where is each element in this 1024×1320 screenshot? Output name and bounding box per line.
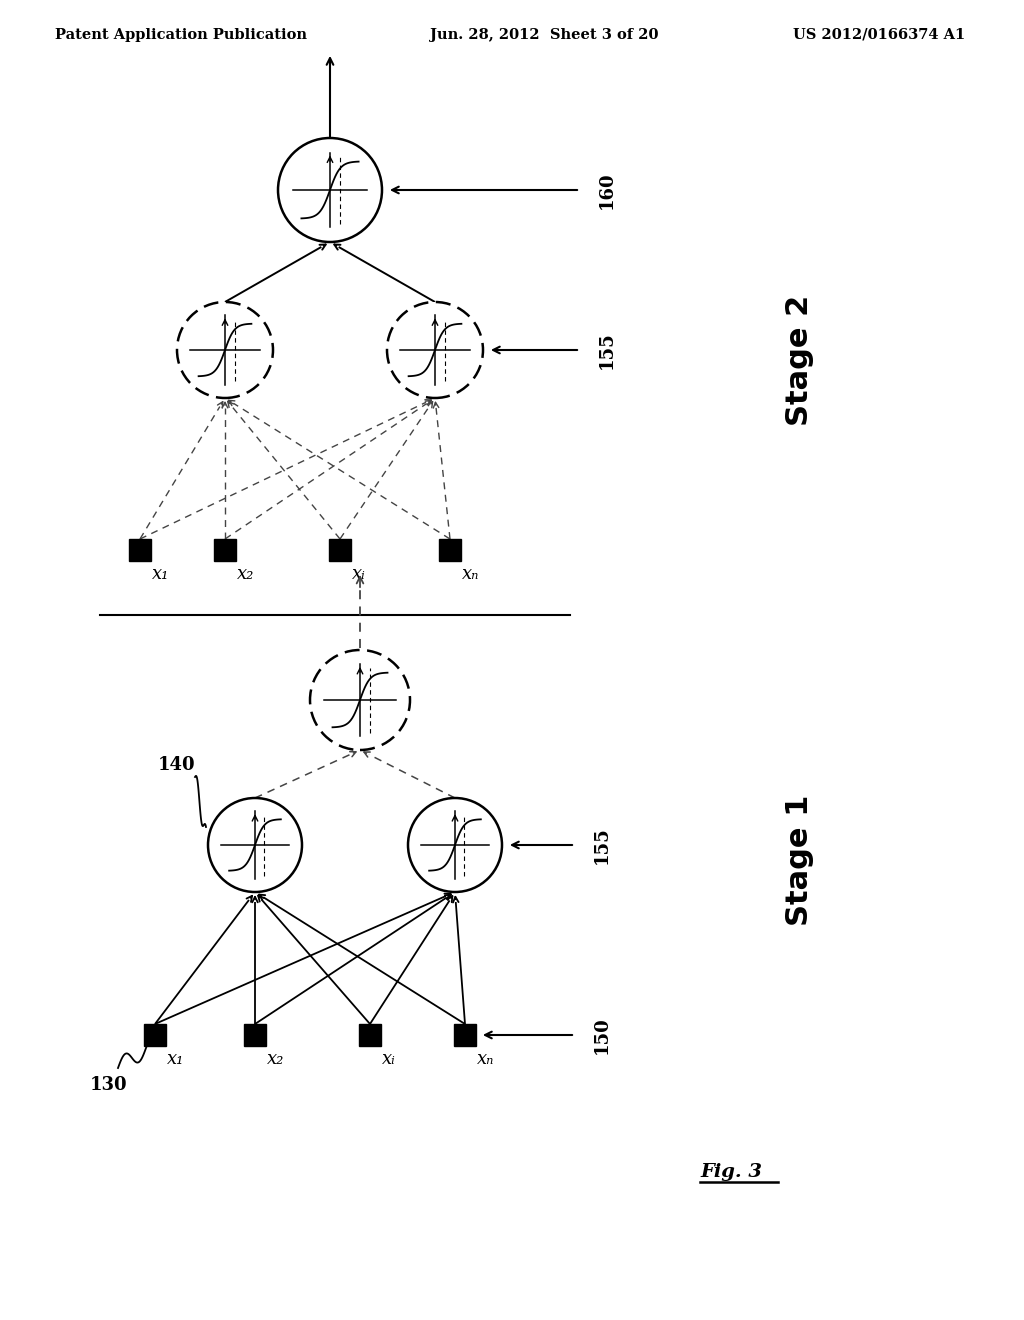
Bar (359, 1024, 381, 1045)
Bar (244, 1024, 266, 1045)
Text: 155: 155 (598, 331, 616, 368)
Text: x₂: x₂ (267, 1049, 285, 1068)
Bar (129, 539, 151, 561)
Bar (144, 1024, 166, 1045)
Text: x₁: x₁ (152, 565, 169, 583)
Text: x₁: x₁ (167, 1049, 184, 1068)
Text: US 2012/0166374 A1: US 2012/0166374 A1 (793, 28, 965, 42)
Circle shape (208, 799, 302, 892)
Text: xₙ: xₙ (462, 565, 479, 583)
Text: Stage 1: Stage 1 (785, 795, 814, 925)
Text: Patent Application Publication: Patent Application Publication (55, 28, 307, 42)
Circle shape (387, 302, 483, 399)
Text: 130: 130 (90, 1076, 128, 1094)
Text: x₂: x₂ (237, 565, 254, 583)
Text: Fig. 3: Fig. 3 (700, 1163, 762, 1181)
Text: Stage 2: Stage 2 (785, 294, 814, 425)
Circle shape (408, 799, 502, 892)
Text: 160: 160 (598, 172, 616, 209)
Text: 140: 140 (158, 756, 196, 774)
Text: xᵢ: xᵢ (382, 1049, 395, 1068)
Circle shape (310, 649, 410, 750)
Bar (439, 539, 461, 561)
Bar (454, 1024, 476, 1045)
Bar (214, 539, 236, 561)
Circle shape (278, 139, 382, 242)
Text: xᵢ: xᵢ (352, 565, 366, 583)
Text: Jun. 28, 2012  Sheet 3 of 20: Jun. 28, 2012 Sheet 3 of 20 (430, 28, 658, 42)
Circle shape (177, 302, 273, 399)
Bar (329, 539, 351, 561)
Text: 155: 155 (593, 826, 611, 863)
Text: xₙ: xₙ (477, 1049, 495, 1068)
Text: 150: 150 (593, 1016, 611, 1053)
